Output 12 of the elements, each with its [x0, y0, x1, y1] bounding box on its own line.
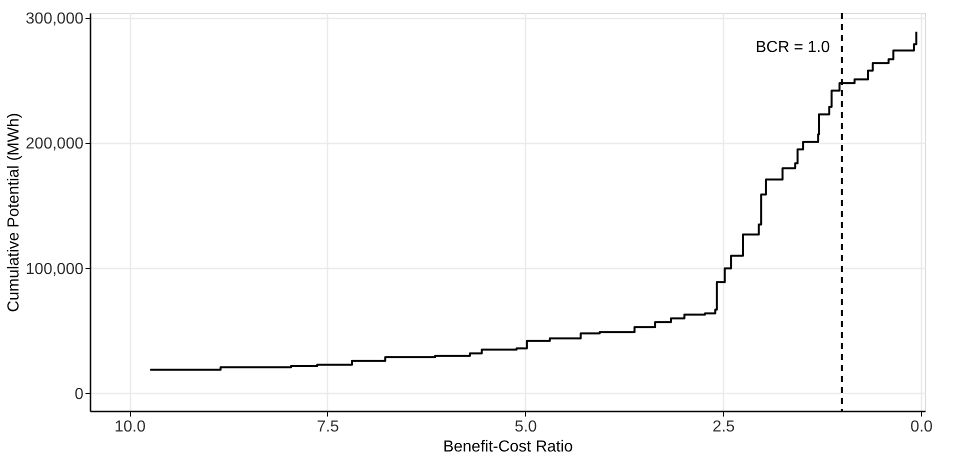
x-axis-title: Benefit-Cost Ratio [443, 438, 574, 456]
y-tick-label: 100,000 [26, 260, 84, 278]
x-tick-label: 7.5 [316, 418, 340, 436]
x-tick-label: 0.0 [910, 418, 933, 436]
y-tick-label: 300,000 [26, 10, 84, 28]
x-tick-label: 2.5 [712, 418, 735, 436]
ref-line-label: BCR = 1.0 [756, 39, 830, 56]
y-tick-label: 0 [74, 386, 84, 403]
y-tick-label: 200,000 [26, 136, 84, 153]
y-axis-title: Cumulative Potential (MWh) [6, 112, 23, 312]
x-tick-label: 10.0 [114, 418, 146, 436]
x-tick-label: 5.0 [514, 418, 538, 436]
